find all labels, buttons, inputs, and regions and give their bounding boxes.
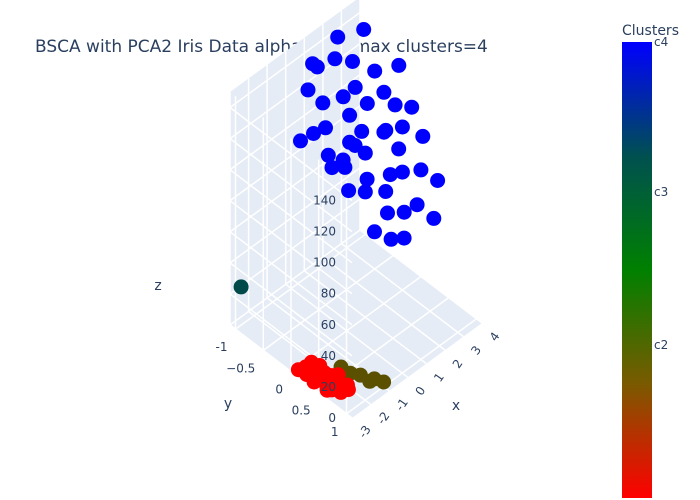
z-tick-label: 80 xyxy=(321,287,336,301)
data-point-c4 xyxy=(300,82,316,98)
colorbar-tick-label: c3 xyxy=(654,185,668,199)
colorbar: Clusters c4 c3 c2 xyxy=(622,23,679,498)
z-tick-label: 40 xyxy=(321,349,336,363)
colorbar-tick-label: c2 xyxy=(654,338,668,352)
x-tick-label: -1 xyxy=(393,396,411,414)
data-point-c4 xyxy=(327,51,343,67)
x-tick-label: -2 xyxy=(374,409,392,427)
data-point-c4 xyxy=(342,107,358,123)
y-tick-label: 0.5 xyxy=(292,404,311,418)
data-point-c3 xyxy=(233,279,249,295)
data-point-c4 xyxy=(359,171,375,187)
data-point-c4 xyxy=(341,183,357,199)
data-point-c4 xyxy=(396,230,412,246)
grid-line-z xyxy=(228,42,361,233)
z-tick-label: 120 xyxy=(313,225,336,239)
z-tick-label: 140 xyxy=(313,194,336,208)
z-tick-label: 60 xyxy=(321,318,336,332)
x-tick-label: -3 xyxy=(356,423,374,441)
x-tick-label: 1 xyxy=(431,370,447,384)
z-tick-label: 20 xyxy=(321,380,336,394)
data-point-c4 xyxy=(430,173,446,188)
data-point-c4 xyxy=(376,124,392,140)
z-tick-label: 100 xyxy=(313,256,336,270)
data-point-c4 xyxy=(404,99,420,115)
data-point-c4 xyxy=(315,95,331,111)
data-point-c4 xyxy=(345,54,360,69)
data-point-c4 xyxy=(367,224,382,240)
data-point-c4 xyxy=(367,63,383,79)
grid-line-z xyxy=(228,136,361,326)
data-point-c4 xyxy=(394,164,410,180)
data-point-c4 xyxy=(396,204,412,220)
z-axis-title: z xyxy=(154,278,161,294)
data-point-c4 xyxy=(413,162,429,178)
data-point-c4 xyxy=(335,152,351,168)
data-point-c4 xyxy=(357,184,373,200)
data-point-c4 xyxy=(376,84,392,100)
data-point-c4 xyxy=(387,97,403,113)
x-axis-title: x xyxy=(452,398,460,414)
colorbar-tick-label: c4 xyxy=(654,35,668,49)
data-point-c4 xyxy=(354,123,370,139)
data-point-c4 xyxy=(335,89,351,105)
data-points xyxy=(233,22,446,400)
x-tick-label: 4 xyxy=(487,330,503,344)
x-tick-label: 0 xyxy=(412,384,428,398)
data-point-c4 xyxy=(347,79,363,95)
data-point-c4 xyxy=(359,96,375,111)
x-tick-label: 2 xyxy=(450,357,466,371)
colorbar-ticks: c4 c3 c2 xyxy=(654,35,668,352)
data-point-c4 xyxy=(306,126,321,141)
data-point-c4 xyxy=(356,22,372,37)
data-point-c4 xyxy=(383,231,399,247)
z-tick-label: 0 xyxy=(328,411,336,425)
data-point-c4 xyxy=(380,205,395,221)
y-tick-label: 0 xyxy=(275,383,283,397)
chart-title: BSCA with PCA2 Iris Data alpha=0.9, max … xyxy=(35,37,488,57)
x-tick-label: 3 xyxy=(468,343,484,357)
data-point-c4 xyxy=(305,56,321,72)
data-point-c4 xyxy=(409,197,425,213)
grid-line-z xyxy=(228,11,361,202)
y-tick-label: -1 xyxy=(216,340,228,354)
colorbar-title: Clusters xyxy=(622,23,679,39)
data-point-c4 xyxy=(324,160,340,176)
data-point-c4 xyxy=(394,119,410,135)
grid-line-z xyxy=(228,167,361,357)
colorbar-gradient xyxy=(622,42,652,498)
data-point-c4 xyxy=(391,141,407,157)
data-point-c4 xyxy=(293,133,308,149)
data-point-c4 xyxy=(391,57,407,73)
data-point-c4 xyxy=(330,29,346,45)
y-axis-title: y xyxy=(224,396,232,412)
y-tick-label: 1 xyxy=(331,425,339,439)
axis-titles: x y z xyxy=(154,278,460,414)
data-point-c4 xyxy=(382,167,398,183)
data-point-c4 xyxy=(318,120,333,136)
y-tick-label: −0.5 xyxy=(226,361,255,375)
data-point-c4 xyxy=(320,147,336,163)
data-point-c4 xyxy=(342,134,358,150)
data-point-c4 xyxy=(415,128,431,144)
data-point-c4 xyxy=(378,184,394,199)
data-point-c4 xyxy=(426,210,442,226)
data-point-c1 xyxy=(290,362,306,378)
data-point-c4 xyxy=(357,145,373,161)
